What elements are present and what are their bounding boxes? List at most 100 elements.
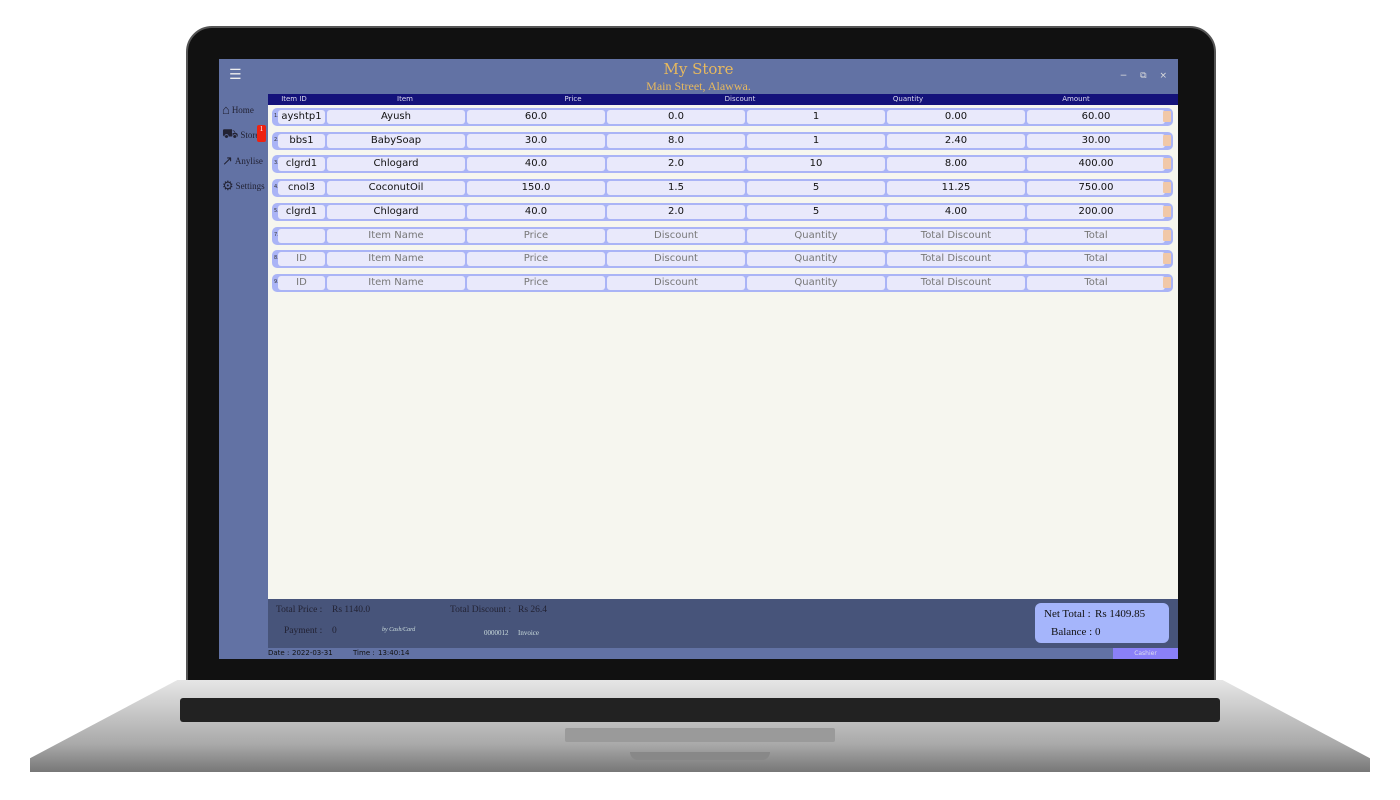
home-icon: ⌂ xyxy=(222,101,230,117)
price-field[interactable]: Price xyxy=(467,252,605,267)
total-price-label: Total Price : xyxy=(276,605,323,615)
total-field[interactable]: Total xyxy=(1027,275,1165,290)
quantity-field[interactable]: 10 xyxy=(747,157,885,172)
quantity-field[interactable]: 1 xyxy=(747,133,885,148)
quantity-field[interactable]: 1 xyxy=(747,110,885,124)
total-field[interactable]: 400.00 xyxy=(1027,157,1165,172)
total-field[interactable]: Total xyxy=(1027,252,1165,267)
header-item: Item xyxy=(397,95,413,103)
discount-field[interactable]: Discount xyxy=(607,252,745,267)
item-id-field[interactable] xyxy=(278,228,325,243)
total-field[interactable]: 30.00 xyxy=(1027,133,1165,148)
total-field[interactable]: 60.00 xyxy=(1027,110,1165,124)
total-field[interactable]: 750.00 xyxy=(1027,181,1165,196)
payment-label: Payment : xyxy=(284,626,323,636)
bill-table: Item ID Item Price Discount Quantity Amo… xyxy=(268,94,1178,599)
total-discount-field[interactable]: Total Discount xyxy=(887,252,1025,267)
total-discount: Rs 26.4 xyxy=(518,605,548,615)
discount-field[interactable]: 0.0 xyxy=(607,110,745,124)
item-id-field[interactable]: bbs1 xyxy=(278,133,325,148)
item-id-field[interactable]: clgrd1 xyxy=(278,157,325,172)
price-field[interactable]: Price xyxy=(467,275,605,290)
item-name-field[interactable]: Item Name xyxy=(327,228,465,243)
quantity-field[interactable]: 5 xyxy=(747,204,885,219)
cashier-button[interactable]: Cashier xyxy=(1113,648,1178,659)
price-field[interactable]: 150.0 xyxy=(467,181,605,196)
delete-row-icon[interactable] xyxy=(1163,134,1171,146)
delete-row-icon[interactable] xyxy=(1163,229,1171,241)
quantity-field[interactable]: 5 xyxy=(747,181,885,196)
item-name-field[interactable]: Ayush xyxy=(327,110,465,124)
laptop-keyboard xyxy=(180,698,1220,722)
row-number: 1. xyxy=(274,113,279,119)
item-name-field[interactable]: Item Name xyxy=(327,252,465,267)
sidebar: ⌂ Home ⛟ Store 1 ↗ Anylise ⚙ Settings xyxy=(219,97,268,199)
row-number: 7. xyxy=(274,231,279,238)
table-header: Item ID Item Price Discount Quantity Amo… xyxy=(268,94,1178,105)
total-discount-field[interactable]: Total Discount xyxy=(887,228,1025,243)
total-discount-field[interactable]: 0.00 xyxy=(887,110,1025,124)
discount-field[interactable]: Discount xyxy=(607,228,745,243)
sidebar-item-store[interactable]: ⛟ Store 1 xyxy=(219,123,268,149)
sidebar-item-settings[interactable]: ⚙ Settings xyxy=(219,174,268,200)
item-name-field[interactable]: Item Name xyxy=(327,275,465,290)
delete-row-icon[interactable] xyxy=(1163,111,1171,122)
total-field[interactable]: Total xyxy=(1027,228,1165,243)
hamburger-icon[interactable]: ☰ xyxy=(229,67,242,83)
table-row: 1. ayshtp1 Ayush 60.0 0.0 1 0.00 60.00 xyxy=(272,108,1173,126)
header-quantity: Quantity xyxy=(892,95,924,103)
payment-input[interactable]: 0 xyxy=(332,626,337,636)
item-name-field[interactable]: Chlogard xyxy=(327,157,465,172)
sidebar-item-home[interactable]: ⌂ Home xyxy=(219,97,268,123)
date-label: Date : xyxy=(268,649,290,657)
total-discount-field[interactable]: 4.00 xyxy=(887,204,1025,219)
quantity-field[interactable]: Quantity xyxy=(747,228,885,243)
total-field[interactable]: 200.00 xyxy=(1027,204,1165,219)
price-field[interactable]: 30.0 xyxy=(467,133,605,148)
time: 13:40:14 xyxy=(378,649,410,657)
discount-field[interactable]: 2.0 xyxy=(607,157,745,172)
balance-label: Balance : xyxy=(1051,626,1093,638)
time-label: Time : xyxy=(353,649,375,657)
window-controls[interactable]: − ⧉ × xyxy=(1119,71,1172,81)
total-discount-field[interactable]: 8.00 xyxy=(887,157,1025,172)
price-field[interactable]: 60.0 xyxy=(467,110,605,124)
item-id-field[interactable]: ayshtp1 xyxy=(278,110,325,124)
row-number: 3. xyxy=(274,160,279,167)
row-number: 8. xyxy=(274,255,279,262)
discount-field[interactable]: 2.0 xyxy=(607,204,745,219)
delete-row-icon[interactable] xyxy=(1163,253,1171,265)
item-id-field[interactable]: ID xyxy=(278,252,325,267)
price-field[interactable]: 40.0 xyxy=(467,204,605,219)
item-name-field[interactable]: CoconutOil xyxy=(327,181,465,196)
delete-row-icon[interactable] xyxy=(1163,205,1171,217)
item-id-field[interactable]: cnol3 xyxy=(278,181,325,196)
laptop-notch xyxy=(630,752,770,760)
sidebar-item-anylise[interactable]: ↗ Anylise xyxy=(219,148,268,174)
item-name-field[interactable]: Chlogard xyxy=(327,204,465,219)
quantity-field[interactable]: Quantity xyxy=(747,252,885,267)
item-id-field[interactable]: clgrd1 xyxy=(278,204,325,219)
laptop-trackpad xyxy=(565,728,835,742)
store-title: My Store xyxy=(663,60,734,78)
net-total: Rs 1409.85 xyxy=(1095,608,1146,620)
discount-field[interactable]: 1.5 xyxy=(607,181,745,196)
delete-row-icon[interactable] xyxy=(1163,182,1171,194)
sidebar-item-label: Anylise xyxy=(234,155,263,166)
delete-row-icon[interactable] xyxy=(1163,158,1171,170)
price-field[interactable]: 40.0 xyxy=(467,157,605,172)
discount-field[interactable]: Discount xyxy=(607,275,745,290)
price-field[interactable]: Price xyxy=(467,228,605,243)
total-discount-field[interactable]: Total Discount xyxy=(887,275,1025,290)
sidebar-item-label: Store xyxy=(240,130,260,141)
payment-method[interactable]: by Cash/Card xyxy=(382,627,416,633)
quantity-field[interactable]: Quantity xyxy=(747,275,885,290)
total-discount-field[interactable]: 2.40 xyxy=(887,133,1025,148)
item-name-field[interactable]: BabySoap xyxy=(327,133,465,148)
row-number: 4. xyxy=(274,184,279,191)
header-item-id: Item ID xyxy=(281,95,307,103)
total-discount-field[interactable]: 11.25 xyxy=(887,181,1025,196)
delete-row-icon[interactable] xyxy=(1163,276,1171,288)
item-id-field[interactable]: ID xyxy=(278,275,325,290)
discount-field[interactable]: 8.0 xyxy=(607,133,745,148)
